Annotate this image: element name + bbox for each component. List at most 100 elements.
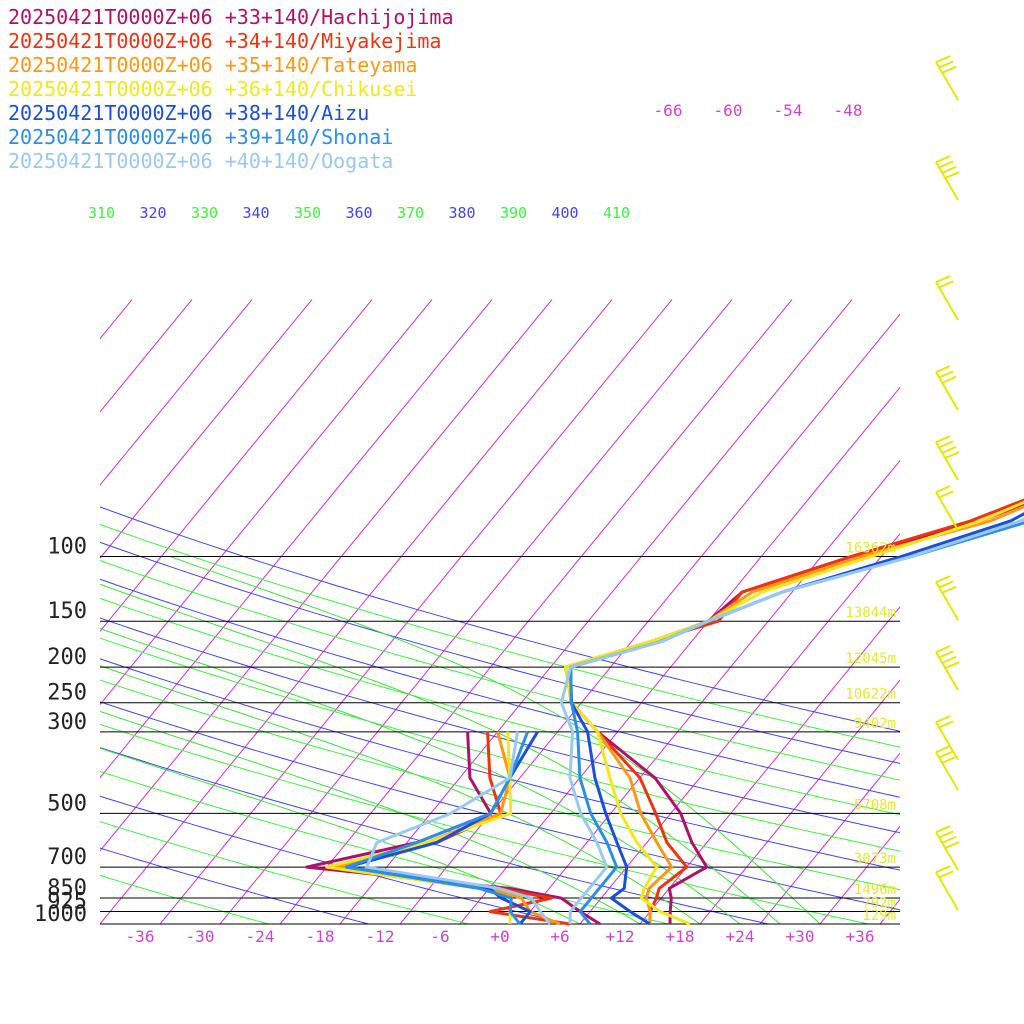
x-tick-label: -18 <box>306 927 335 946</box>
pressure-label: 200 <box>47 645 87 670</box>
isotherm-line <box>819 825 900 924</box>
wind-barbs <box>935 0 960 911</box>
wind-barb <box>935 371 959 411</box>
moist-adiabat-line <box>100 747 581 924</box>
wind-barb-flag <box>935 155 951 164</box>
dry-adiabat-line <box>100 560 900 781</box>
sounding-profiles <box>305 498 1024 926</box>
theta-label: 310 <box>88 204 115 222</box>
dry-adiabat-line <box>100 847 369 924</box>
wind-barb-flag <box>941 445 957 454</box>
legend-entry: 20250421T0000Z+06 +39+140/Shonai <box>8 125 393 149</box>
wind-barb-flag <box>944 841 960 849</box>
wind-barb-flag <box>938 440 954 449</box>
wind-barb-flag <box>938 650 954 659</box>
dry-adiabat-line <box>100 874 269 924</box>
wind-barb <box>935 871 959 911</box>
isotherm-line <box>100 299 193 413</box>
isotherm-line <box>100 299 613 924</box>
wind-barb-flag <box>944 171 960 179</box>
wind-barb-flag <box>935 275 951 284</box>
legend-entry: 20250421T0000Z+06 +36+140/Chikusei <box>8 77 417 101</box>
wind-barb-flag <box>938 370 954 379</box>
theta-label: 350 <box>294 204 321 222</box>
isotherm-line <box>339 299 853 924</box>
x-tick-label: +36 <box>846 927 875 946</box>
wind-barb-flag <box>938 60 954 69</box>
wind-barb-flag <box>941 585 957 594</box>
theta-label: 370 <box>397 204 424 222</box>
dry-adiabat-line <box>100 679 900 891</box>
height-label: 13844m <box>845 605 896 621</box>
isotherm-line <box>279 299 793 924</box>
mixing-ratio-label: -48 <box>834 101 863 120</box>
wind-barb-flag <box>938 490 954 499</box>
legend: 20250421T0000Z+06 +33+140/Hachijojima 202… <box>8 5 454 173</box>
moist-adiabat-lines <box>100 556 821 924</box>
wind-barb <box>935 581 959 621</box>
theta-label: 360 <box>346 204 373 222</box>
x-tick-label: -36 <box>126 927 155 946</box>
wind-barb-flag <box>938 720 954 729</box>
pressure-label: 150 <box>47 599 87 624</box>
theta-label: 400 <box>552 204 579 222</box>
isotherm-line <box>699 679 900 924</box>
height-label: 792m <box>862 896 896 912</box>
dry-adiabat-line <box>100 578 900 798</box>
isotherm-line <box>759 752 900 924</box>
theta-label: 330 <box>191 204 218 222</box>
wind-barb-flag <box>938 830 954 839</box>
x-tick-label: +18 <box>666 927 695 946</box>
wind-barb <box>935 491 959 531</box>
wind-barb <box>935 831 959 871</box>
x-tick-label: +30 <box>786 927 815 946</box>
mixing-ratio-label: -54 <box>774 101 803 120</box>
wind-barb-flag <box>941 835 957 844</box>
wind-barb-flag <box>938 280 954 289</box>
height-label: 10622m <box>845 687 896 703</box>
dry-adiabat-line <box>100 821 469 924</box>
wind-barb-flag <box>935 825 951 834</box>
wind-barb <box>935 281 959 321</box>
wind-barb-flag <box>935 645 951 654</box>
dry-adiabat-line <box>100 701 900 911</box>
wind-barb <box>935 751 959 791</box>
temperature-profile-line <box>559 517 1024 925</box>
wind-barb-flag <box>935 865 951 874</box>
wind-barb-flag <box>935 435 951 444</box>
x-tick-label: -6 <box>430 927 449 946</box>
dry-adiabat-line <box>100 637 900 852</box>
theta-label: 390 <box>500 204 527 222</box>
theta-label: 340 <box>243 204 270 222</box>
pressure-label: 100 <box>47 535 87 560</box>
theta-label: 410 <box>603 204 630 222</box>
dry-adiabat-line <box>100 617 900 834</box>
wind-barb-flag <box>935 55 951 64</box>
pressure-label: 700 <box>47 845 87 870</box>
legend-entry: 20250421T0000Z+06 +33+140/Hachijojima <box>8 5 454 29</box>
pressure-label: 850 <box>47 876 87 901</box>
theta-label: 380 <box>449 204 476 222</box>
dry-adiabat-line <box>100 541 900 764</box>
height-label: 1496m <box>854 882 896 898</box>
isotherm-line <box>399 313 900 924</box>
legend-entry: 20250421T0000Z+06 +40+140/Oogata <box>8 149 393 173</box>
x-tick-label: -30 <box>186 927 215 946</box>
theta-label: 320 <box>140 204 167 222</box>
wind-barb-flag <box>935 365 951 374</box>
dry-adiabat-line <box>100 597 900 816</box>
x-tick-label: +24 <box>726 927 755 946</box>
axis-labels: 100 16362m 150 13844m 200 12045m 250 10622m 300 9… <box>34 101 896 946</box>
wind-barb-flag <box>941 375 957 384</box>
wind-barb <box>935 61 959 101</box>
isotherm-line <box>579 532 900 924</box>
x-tick-label: +0 <box>490 927 509 946</box>
wind-barb-flag <box>938 870 954 879</box>
wind-barb <box>935 441 959 481</box>
dewpoint-profile-line <box>345 731 529 925</box>
wind-barb-flag <box>941 755 957 764</box>
height-label: 5708m <box>854 797 896 813</box>
wind-barb-flag <box>944 661 960 669</box>
height-label: 16362m <box>845 541 896 557</box>
